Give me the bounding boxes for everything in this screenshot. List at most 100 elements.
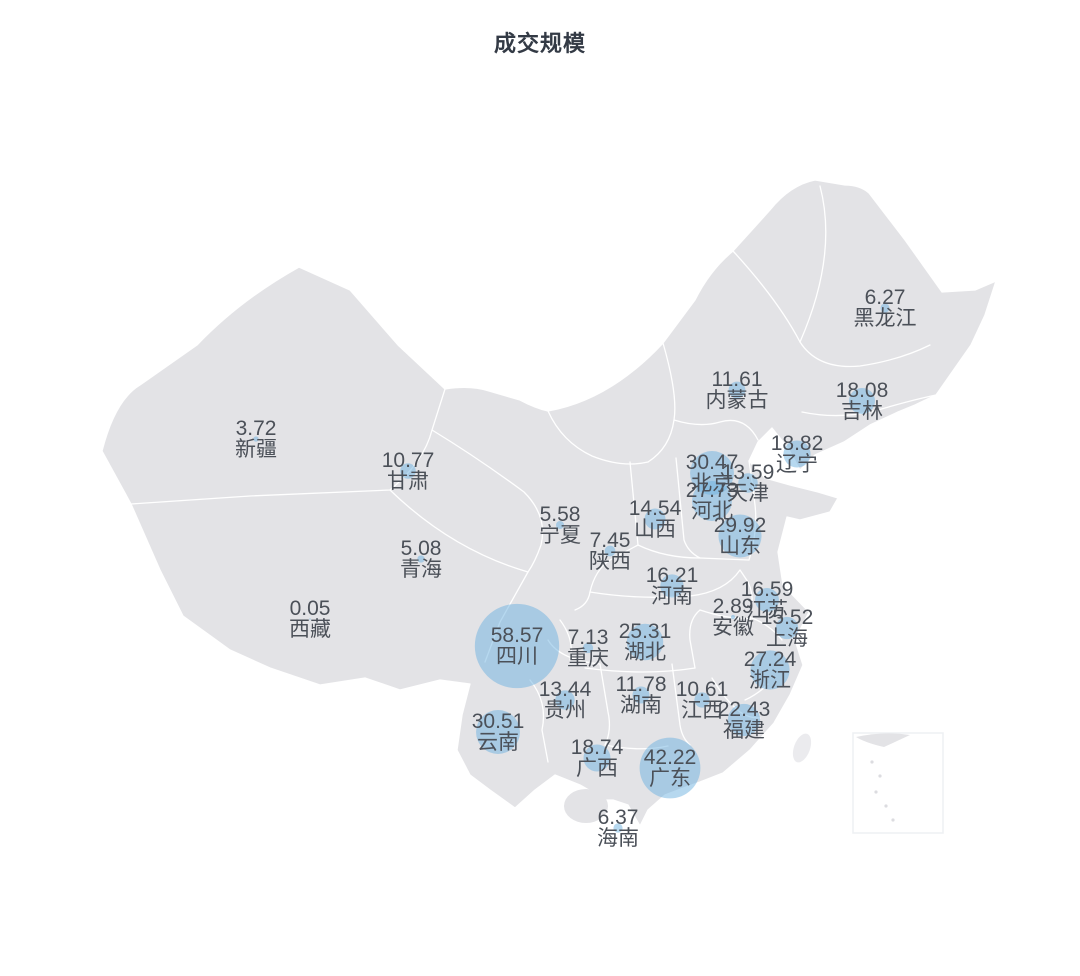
province-bubble[interactable]: [604, 545, 616, 557]
province-name-label: 甘肃: [387, 470, 429, 493]
province-value-label: 0.05: [290, 597, 331, 620]
province-bubble[interactable]: [632, 686, 650, 704]
province-name-label: 宁夏: [539, 524, 581, 547]
province-name-label: 河南: [651, 585, 693, 608]
province-bubble[interactable]: [775, 616, 799, 640]
province-name-label: 江西: [681, 699, 723, 722]
province-value-label: 18.08: [836, 379, 889, 402]
province-name-label: 安徽: [712, 616, 754, 639]
province-value-label: 7.13: [568, 626, 609, 649]
province-value-label: 7.45: [590, 529, 631, 552]
south-china-sea-inset: [852, 732, 944, 834]
province-bubble[interactable]: [613, 823, 623, 833]
province-bubble[interactable]: [583, 744, 611, 772]
province-value-label: 13.44: [539, 678, 592, 701]
province-name-label: 云南: [477, 731, 519, 754]
province-value-label: 18.82: [771, 432, 824, 455]
province-value-label: 16.59: [741, 578, 794, 601]
province-name-label: 河北: [691, 500, 733, 523]
province-name-label: 湖北: [624, 641, 666, 664]
province-name-label: 吉林: [841, 400, 883, 423]
province-bubble[interactable]: [660, 574, 684, 598]
province-value-label: 6.27: [865, 286, 906, 309]
province-value-label: 5.58: [540, 503, 581, 526]
province-name-label: 新疆: [235, 438, 277, 461]
hainan-island: [564, 789, 608, 823]
province-name-label: 上海: [766, 627, 808, 650]
province-value-label: 5.08: [401, 537, 442, 560]
province-name-label: 湖南: [620, 694, 662, 717]
province-name-label: 福建: [723, 719, 765, 742]
province-name-label: 天津: [727, 482, 769, 505]
province-value-label: 3.72: [236, 417, 277, 440]
province-name-label: 辽宁: [776, 453, 818, 476]
province-bubble[interactable]: [474, 603, 560, 689]
province-bubble[interactable]: [727, 703, 761, 737]
province-value-label: 11.61: [712, 368, 763, 391]
province-bubble[interactable]: [718, 514, 762, 558]
province-name-label: 四川: [496, 645, 538, 668]
province-name-label: 重庆: [567, 647, 609, 670]
province-bubble[interactable]: [694, 692, 710, 708]
province-value-label: 16.21: [646, 564, 699, 587]
province-name-label: 海南: [597, 827, 639, 850]
province-bubble[interactable]: [400, 463, 416, 479]
province-name-label: 内蒙古: [706, 389, 769, 412]
province-bubble[interactable]: [750, 650, 790, 690]
province-bubble[interactable]: [626, 623, 664, 661]
province-bubble[interactable]: [644, 508, 666, 530]
province-bubble[interactable]: [690, 451, 734, 495]
province-bubble[interactable]: [755, 588, 779, 612]
chart-title: 成交规模: [493, 31, 586, 56]
province-bubble[interactable]: [417, 555, 425, 563]
province-value-label: 10.61: [676, 678, 729, 701]
province-value-label: 29.92: [714, 514, 767, 537]
province-name-label: 北京: [691, 472, 733, 495]
province-name-label: 陕西: [589, 550, 631, 573]
taiwan-island: [792, 733, 812, 763]
province-value-label: 22.43: [718, 698, 771, 721]
province-bubble[interactable]: [738, 473, 758, 493]
province-value-label: 15.52: [761, 606, 814, 629]
province-bubble[interactable]: [728, 381, 746, 399]
province-value-label: 18.74: [571, 736, 624, 759]
province-bubble[interactable]: [848, 387, 876, 415]
province-borders: [130, 185, 937, 763]
province-value-label: 27.73: [686, 479, 739, 502]
province-value-label: 14.54: [629, 497, 682, 520]
province-name-label: 广西: [576, 757, 618, 780]
province-name-label: 山东: [719, 535, 761, 558]
province-name-label: 西藏: [289, 618, 331, 641]
province-value-label: 11.78: [616, 673, 667, 696]
province-bubble[interactable]: [783, 440, 811, 468]
province-value-label: 30.47: [686, 451, 739, 474]
province-name-label: 贵州: [544, 699, 586, 722]
province-bubble[interactable]: [309, 618, 311, 620]
province-bubble[interactable]: [692, 481, 732, 521]
province-bubble[interactable]: [730, 614, 736, 620]
province-name-label: 黑龙江: [854, 307, 917, 330]
bubble-layer: [253, 303, 890, 833]
province-name-label: 广东: [649, 767, 691, 790]
province-bubble[interactable]: [582, 642, 594, 654]
province-value-label: 6.37: [598, 806, 639, 829]
province-bubble[interactable]: [880, 303, 890, 313]
province-value-label: 10.77: [382, 449, 435, 472]
province-name-label: 江苏: [746, 599, 788, 622]
province-bubble[interactable]: [639, 737, 701, 799]
province-name-label: 浙江: [749, 669, 791, 692]
province-bubble[interactable]: [555, 520, 565, 530]
province-value-label: 13.59: [722, 461, 775, 484]
province-value-label: 27.24: [744, 648, 797, 671]
province-name-label: 青海: [400, 558, 442, 581]
province-bubble[interactable]: [253, 436, 259, 442]
province-value-label: 2.89: [713, 595, 754, 618]
province-value-label: 25.31: [619, 620, 672, 643]
province-bubble[interactable]: [476, 710, 520, 754]
province-bubble[interactable]: [555, 690, 575, 710]
province-value-label: 58.57: [491, 624, 544, 647]
province-value-label: 42.22: [644, 746, 697, 769]
